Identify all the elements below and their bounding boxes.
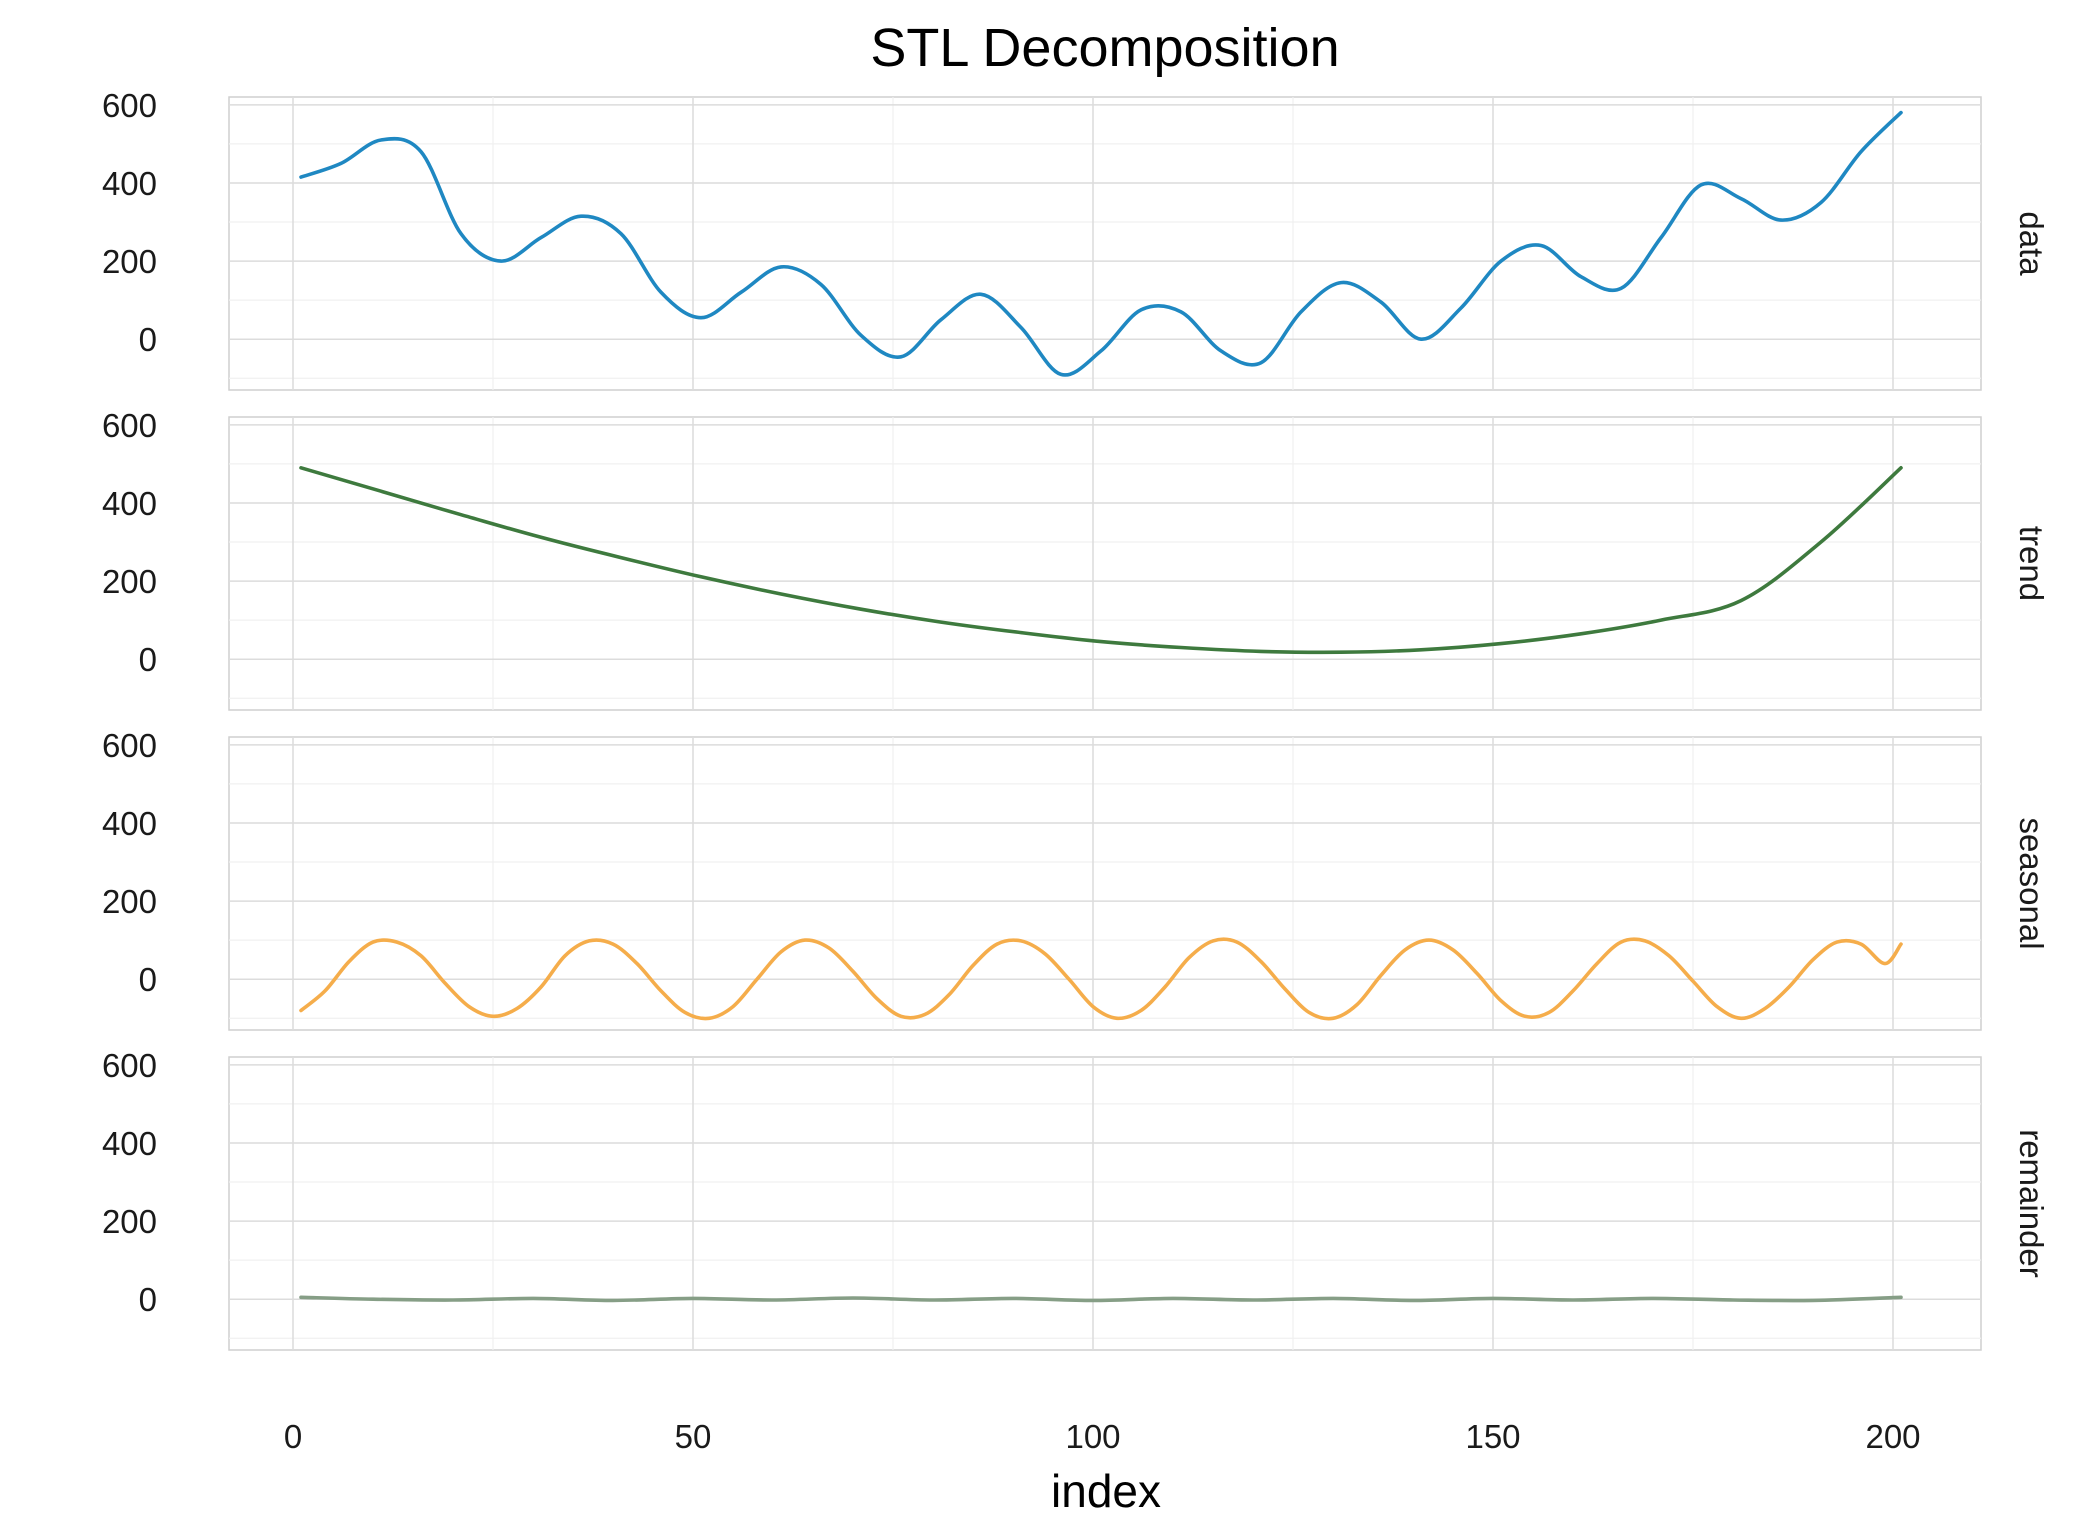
y-tick-label: 200 [102, 1203, 157, 1240]
panel-trend: 0 200 400 600 trend [102, 407, 2050, 711]
y-tick-label: 600 [102, 727, 157, 764]
x-tick-label: 100 [1065, 1418, 1120, 1455]
panel-remainder: 0 200 400 600 remainder [102, 1047, 2050, 1351]
y-tick-label: 600 [102, 87, 157, 124]
y-tick-label: 200 [102, 243, 157, 280]
x-axis-ticks: 0 50 100 150 200 [284, 1418, 1921, 1455]
y-tick-label: 0 [139, 961, 157, 998]
x-tick-label: 200 [1865, 1418, 1920, 1455]
series-line-seasonal [299, 937, 1903, 1021]
panel-frame [228, 1056, 1982, 1351]
strip-label-data: data [2013, 211, 2050, 276]
panel-data: 0 200 400 600 data [102, 87, 2050, 391]
panel-frame [228, 736, 1982, 1031]
y-tick-label: 200 [102, 883, 157, 920]
x-axis-label: index [1051, 1465, 1161, 1517]
y-tick-label: 400 [102, 485, 157, 522]
series-line-data [299, 110, 1903, 377]
y-tick-label: 600 [102, 407, 157, 444]
chart-title: STL Decomposition [870, 18, 1339, 78]
strip-label-remainder: remainder [2013, 1129, 2050, 1278]
x-tick-label: 150 [1465, 1418, 1520, 1455]
y-tick-label: 200 [102, 563, 157, 600]
y-tick-label: 0 [139, 641, 157, 678]
strip-label-trend: trend [2013, 526, 2050, 601]
x-tick-label: 50 [675, 1418, 712, 1455]
y-tick-label: 0 [139, 1281, 157, 1318]
series-line-trend [299, 466, 1903, 655]
series-line-remainder [299, 1295, 1903, 1303]
y-tick-label: 0 [139, 321, 157, 358]
x-tick-label: 0 [284, 1418, 302, 1455]
y-tick-label: 400 [102, 165, 157, 202]
panel-frame [228, 96, 1982, 391]
strip-label-seasonal: seasonal [2013, 817, 2050, 949]
y-tick-label: 400 [102, 805, 157, 842]
panel-frame [228, 416, 1982, 711]
panel-seasonal: 0 200 400 600 seasonal [102, 727, 2050, 1031]
y-tick-label: 600 [102, 1047, 157, 1084]
y-tick-label: 400 [102, 1125, 157, 1162]
panels-layer: 0 200 400 600 data 0 200 400 600 trend 0 200 400 600 s… [102, 87, 2050, 1351]
